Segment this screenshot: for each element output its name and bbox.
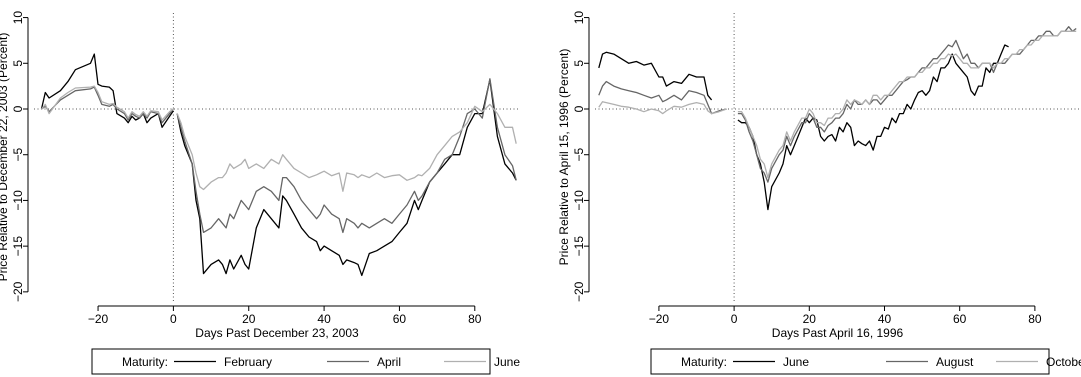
x-tick-label: 0 [731,312,738,326]
legend-label-april: April [377,355,401,369]
series-line-february [40,53,174,128]
series-june [40,85,517,192]
y-axis-label: Price Relative to April 15, 1996 (Percen… [557,49,571,266]
x-tick-label: 0 [170,312,177,326]
y-tick-label: 5 [572,60,586,67]
x-tick-label: 80 [468,312,482,326]
series-line-august [598,80,727,115]
series-line-april [41,86,174,124]
y-tick-label: 0 [11,105,25,112]
series-line-june [737,44,1009,211]
series-line-october [598,101,727,115]
series-february [40,53,517,277]
series-october [598,30,1077,179]
y-tick-label: 10 [572,11,586,25]
panel-left: −20 0 20 40 60 80 −20 −15 −10 −5 0 5 10 Days Past Dec… [0,11,520,375]
y-tick-label: −5 [11,148,25,162]
series-june [598,44,1009,211]
legend-title: Maturity: [122,355,168,369]
series-line-june [40,85,174,121]
y-tick-label: −20 [11,281,25,302]
legend-box [91,348,491,375]
x-tick-label: 20 [803,312,817,326]
y-axis-label: Price Relative to December 22, 2003 (Per… [0,33,10,282]
y-tick-label: 0 [572,105,586,112]
legend-label-february: February [224,355,272,369]
legend-title: Maturity: [681,355,727,369]
x-tick-label: 40 [878,312,892,326]
y-tick-label: −15 [11,236,25,257]
series-line-october [737,30,1077,179]
x-tick-label: 40 [317,312,331,326]
y-tick-label: 10 [11,11,25,25]
series-august [598,26,1077,183]
x-tick-label: −20 [649,312,670,326]
legend: Maturity: June August October [650,348,1081,375]
legend: Maturity: February April June [91,348,520,375]
y-tick-label: −20 [572,281,586,302]
x-tick-label: 60 [953,312,967,326]
series-line-june [176,103,517,192]
y-tick-label: −10 [11,190,25,211]
legend-label-october: October [1046,355,1081,369]
series-april [41,78,517,234]
legend-box [650,348,1050,375]
y-tick-label: −5 [572,148,586,162]
x-axis-label: Days Past April 16, 1996 [772,326,904,340]
y-tick-label: −10 [572,190,586,211]
y-tick-label: −15 [572,236,586,257]
legend-label-june: June [494,355,520,369]
legend-label-june: June [783,355,809,369]
x-tick-label: 60 [393,312,407,326]
y-tick-label: 5 [11,60,25,67]
panel-right: −20 0 20 40 60 80 −20 −15 −10 −5 0 5 10 Days Past Apr… [557,11,1081,375]
series-line-june [598,51,713,101]
series-line-february [176,79,517,277]
x-tick-label: 80 [1028,312,1042,326]
legend-label-august: August [936,355,974,369]
series-line-april [176,78,517,234]
x-axis-label: Days Past December 23, 2003 [195,326,359,340]
x-tick-label: −20 [88,312,109,326]
x-tick-label: 20 [242,312,256,326]
